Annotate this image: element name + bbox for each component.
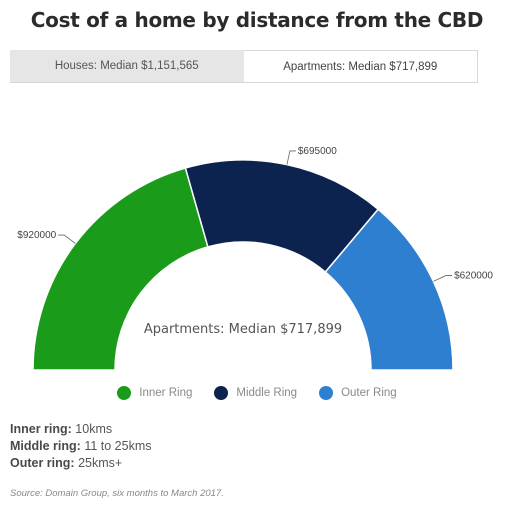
note-middle-ring: Middle ring: 11 to 25kms xyxy=(10,439,152,453)
legend-dot-inner-ring xyxy=(117,386,132,400)
semi-donut-chart: $920000 $695000 $620000 Apartments: Median… xyxy=(17,146,493,371)
legend-label: Middle Ring xyxy=(236,387,298,399)
slice-inner-ring[interactable] xyxy=(32,167,209,371)
legend: Inner Ring Middle Ring Outer Ring xyxy=(0,386,514,400)
leader-line xyxy=(286,150,296,165)
legend-label: Outer Ring xyxy=(341,387,397,399)
legend-dot-middle-ring xyxy=(214,386,229,400)
leader-line xyxy=(58,234,76,244)
ring-definitions: Inner ring: 10kms Middle ring: 11 to 25k… xyxy=(10,421,151,472)
legend-dot-outer-ring xyxy=(319,386,334,400)
chart-title: Cost of a home by distance from the CBD xyxy=(30,8,484,32)
tab-houses[interactable]: Houses: Median $1,151,565 xyxy=(10,50,244,82)
legend-item-inner-ring[interactable]: Inner Ring xyxy=(117,386,192,400)
source-note: Source: Domain Group, six months to Marc… xyxy=(10,488,224,499)
legend-item-middle-ring[interactable]: Middle Ring xyxy=(214,386,297,400)
center-label: Apartments: Median $717,899 xyxy=(144,322,342,337)
legend-item-outer-ring[interactable]: Outer Ring xyxy=(319,386,397,400)
legend-label: Inner Ring xyxy=(139,387,193,399)
note-outer-ring: Outer ring: 25kms+ xyxy=(10,456,123,470)
note-inner-ring: Inner ring: 10kms xyxy=(10,422,113,436)
data-label: $695000 xyxy=(298,146,337,157)
slice-outer-ring[interactable] xyxy=(324,208,454,371)
tab-bar: Houses: Median $1,151,565 Apartments: Me… xyxy=(10,50,478,83)
data-label: $620000 xyxy=(454,270,493,281)
tab-apartments[interactable]: Apartments: Median $717,899 xyxy=(243,50,478,82)
leader-line xyxy=(433,275,453,282)
data-label: $920000 xyxy=(17,230,56,241)
